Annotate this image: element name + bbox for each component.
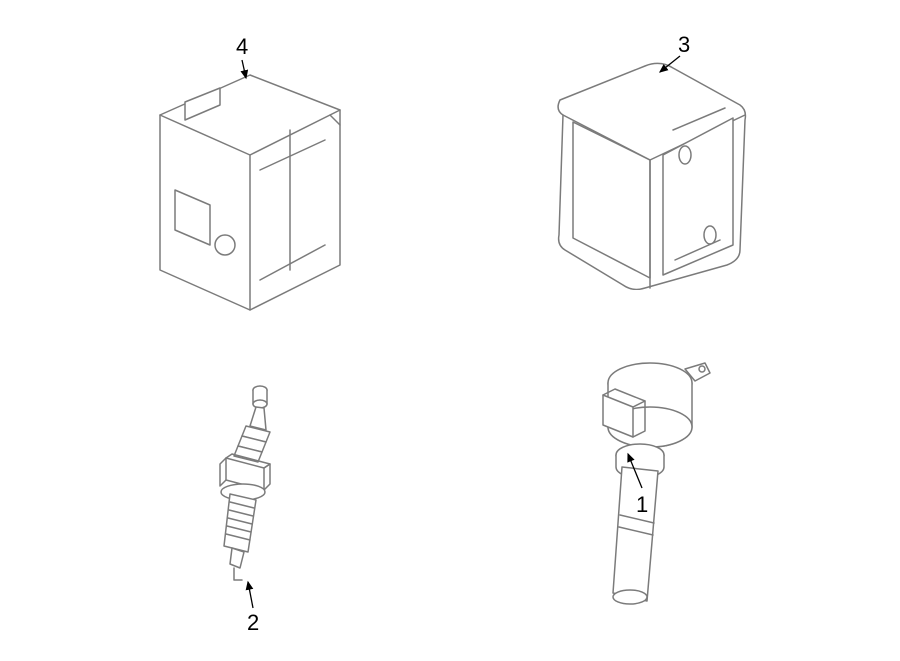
callout-label-4: 4 <box>236 34 248 60</box>
spark-plug <box>190 380 300 600</box>
callout-label-2: 2 <box>247 610 259 636</box>
module-block <box>140 70 360 315</box>
callout-label-3: 3 <box>678 32 690 58</box>
callout-label-1: 1 <box>636 492 648 518</box>
callout-arrows <box>0 0 900 661</box>
module-flat <box>545 60 750 290</box>
parts-diagram: 1 2 3 4 <box>0 0 900 661</box>
ignition-coil <box>555 355 715 615</box>
